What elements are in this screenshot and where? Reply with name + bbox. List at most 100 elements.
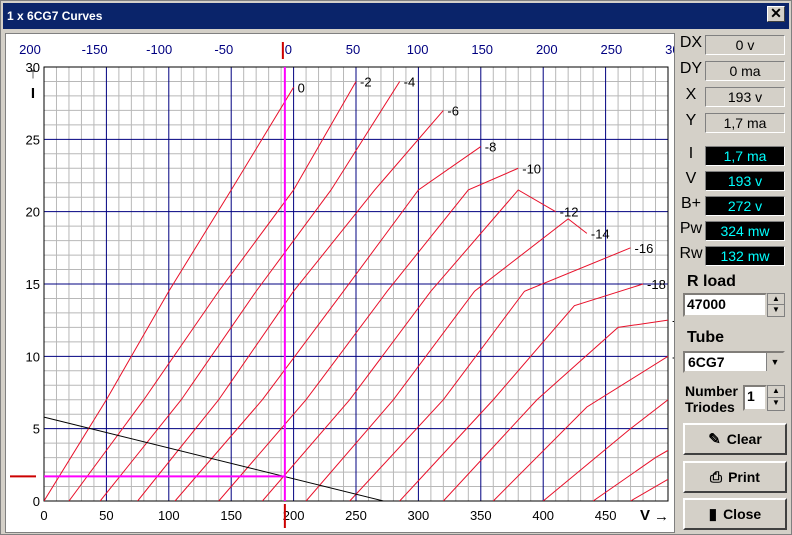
top-tick-label: 100 bbox=[407, 42, 429, 57]
curve-label: -16 bbox=[635, 241, 654, 256]
y-tick-label: 25 bbox=[26, 132, 40, 147]
readout-value-y: 1,7 ma bbox=[705, 113, 785, 133]
y-axis-label: I bbox=[31, 85, 35, 102]
curve-series-5 bbox=[218, 167, 519, 501]
x-tick-label: 200 bbox=[283, 508, 305, 523]
top-tick-label: 0 bbox=[285, 42, 292, 57]
curve-label: -2 bbox=[360, 74, 372, 89]
readout-value-dy: 0 ma bbox=[705, 61, 785, 81]
x-axis-label: V bbox=[640, 507, 650, 524]
y-tick-label: 15 bbox=[26, 277, 40, 292]
rload-spinner[interactable]: ▲ ▼ bbox=[767, 293, 785, 317]
plot-frame bbox=[43, 66, 669, 502]
chevron-down-icon[interactable]: ▼ bbox=[766, 353, 783, 371]
result-value-v: 193 v bbox=[705, 171, 785, 191]
result-value-rw: 132 mw bbox=[705, 246, 785, 266]
result-value-bplus: 272 v bbox=[705, 196, 785, 216]
curve-series-14 bbox=[630, 478, 668, 501]
load-line bbox=[43, 416, 384, 502]
tube-label: Tube bbox=[687, 329, 725, 346]
result-value-i: 1,7 ma bbox=[705, 146, 785, 166]
curve-label: -6 bbox=[447, 103, 459, 118]
readout-value-x: 193 v bbox=[705, 87, 785, 107]
top-tick-label: 200 bbox=[536, 42, 558, 57]
readout-label-x: X bbox=[685, 86, 697, 103]
y-tick-label: 30 bbox=[26, 60, 40, 75]
curve-label: -20 bbox=[672, 313, 674, 328]
curve-series-13 bbox=[592, 449, 668, 501]
x-tick-label: 50 bbox=[99, 508, 113, 523]
window-title: 1 x 6CG7 Curves bbox=[7, 9, 103, 23]
result-label-v: V bbox=[685, 170, 697, 187]
rload-input[interactable]: 47000 bbox=[683, 293, 767, 317]
curve-series-11 bbox=[492, 355, 668, 501]
curve-label: -14 bbox=[591, 226, 610, 241]
result-label-rw: Rw bbox=[679, 245, 703, 262]
curve-series-8 bbox=[349, 247, 631, 501]
door-icon: ▮ bbox=[708, 506, 718, 523]
x-axis-arrow-icon: → bbox=[654, 508, 669, 525]
curve-label: -10 bbox=[522, 161, 541, 176]
clear-button[interactable]: ✎ Clear bbox=[683, 423, 787, 455]
curve-series-9 bbox=[399, 283, 644, 501]
spin-up-icon[interactable]: ▲ bbox=[768, 386, 784, 398]
curve-label: -12 bbox=[560, 205, 579, 220]
curve-series-3 bbox=[137, 110, 444, 501]
triodes-label-line2: Triodes bbox=[685, 399, 735, 415]
top-tick-label: -100 bbox=[146, 42, 172, 57]
y-axis-arrow-icon: ↑ bbox=[29, 65, 37, 82]
x-tick-label: 250 bbox=[345, 508, 367, 523]
y-tick-label: 5 bbox=[33, 422, 40, 437]
result-label-pw: Pw bbox=[679, 220, 703, 237]
curve-series-7 bbox=[305, 218, 588, 501]
spin-down-icon[interactable]: ▼ bbox=[772, 305, 780, 314]
curve-series-12 bbox=[542, 399, 668, 501]
title-bar[interactable]: 1 x 6CG7 Curves ✕ bbox=[3, 3, 789, 29]
triodes-label-line1: Number bbox=[685, 383, 738, 399]
tube-curves-plot[interactable]: 0 50 100 150 200 250 300 350 400 450 0 5 10 15 20 25 30 2… bbox=[5, 33, 675, 533]
spin-up-icon[interactable]: ▲ bbox=[768, 294, 784, 305]
top-tick-label: -150 bbox=[82, 42, 108, 57]
top-tick-label: 300 bbox=[665, 42, 674, 57]
close-label: Close bbox=[723, 506, 762, 522]
curve-label: -4 bbox=[404, 74, 416, 89]
curves-chart[interactable]: 0 50 100 150 200 250 300 350 400 450 0 5 10 15 20 25 30 2… bbox=[6, 34, 674, 532]
triodes-input[interactable]: 1 bbox=[743, 385, 767, 411]
print-button[interactable]: ⎙ Print bbox=[683, 461, 787, 493]
result-value-pw: 324 mw bbox=[705, 221, 785, 241]
close-button[interactable]: ▮ Close bbox=[683, 498, 787, 530]
eraser-icon: ✎ bbox=[708, 431, 721, 448]
readout-label-dx: DX bbox=[679, 34, 703, 51]
curve-label: -22 bbox=[672, 349, 674, 364]
result-label-i: I bbox=[688, 145, 694, 162]
curve-series-6 bbox=[262, 189, 556, 501]
x-tick-label: 350 bbox=[470, 508, 492, 523]
x-tick-label: 150 bbox=[220, 508, 242, 523]
triodes-spinner[interactable]: ▲ ▼ bbox=[767, 385, 785, 411]
curve-series-10 bbox=[442, 319, 668, 501]
curve-label: -8 bbox=[485, 140, 497, 155]
tube-select[interactable]: 6CG7 ▼ bbox=[683, 351, 785, 373]
readout-label-y: Y bbox=[685, 112, 697, 129]
curve-series-1 bbox=[68, 81, 357, 501]
x-tick-label: 450 bbox=[595, 508, 617, 523]
top-tick-label: 250 bbox=[601, 42, 623, 57]
y-tick-label: 10 bbox=[26, 349, 40, 364]
rload-label: R load bbox=[687, 273, 736, 290]
curve-series-4 bbox=[174, 146, 482, 501]
top-tick-label: 150 bbox=[471, 42, 493, 57]
x-tick-label: 400 bbox=[532, 508, 554, 523]
result-label-bplus: B+ bbox=[680, 195, 701, 212]
y-tick-label: 0 bbox=[33, 494, 40, 509]
top-tick-label: 50 bbox=[346, 42, 360, 57]
readout-label-dy: DY bbox=[679, 60, 703, 77]
top-tick-label: 200 bbox=[19, 42, 41, 57]
curve-label: -18 bbox=[647, 277, 666, 292]
y-tick-label: 20 bbox=[26, 205, 40, 220]
window-close-button[interactable]: ✕ bbox=[767, 6, 785, 22]
curve-label: 0 bbox=[298, 80, 305, 95]
x-tick-label: 0 bbox=[40, 508, 47, 523]
x-tick-label: 300 bbox=[408, 508, 430, 523]
spin-down-icon[interactable]: ▼ bbox=[772, 398, 780, 407]
